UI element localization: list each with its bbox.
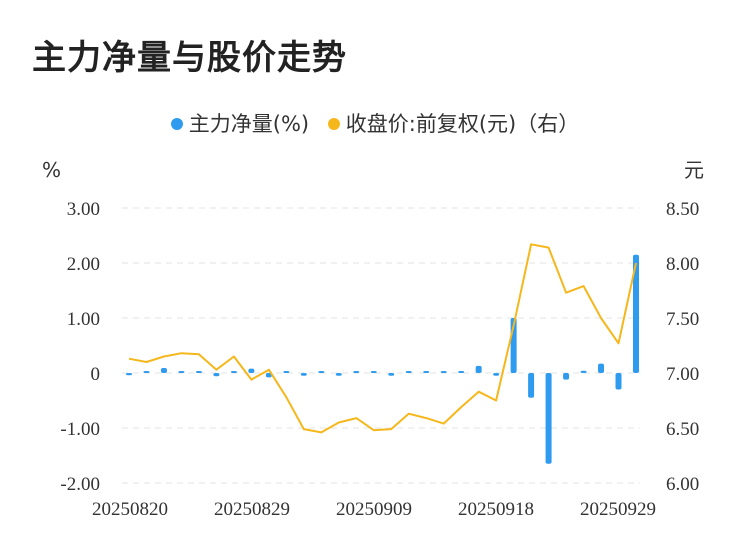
net-volume-bar[interactable] bbox=[143, 371, 150, 373]
chart-title: 主力净量与股价走势 bbox=[32, 38, 347, 78]
net-volume-bar[interactable] bbox=[440, 371, 447, 373]
net-volume-bar[interactable] bbox=[423, 371, 430, 373]
right-tick-label: 6.50 bbox=[666, 419, 699, 440]
right-axis-ticks: 8.50 8.00 7.50 7.00 6.50 6.00 bbox=[666, 199, 699, 495]
net-volume-bar[interactable] bbox=[475, 365, 482, 373]
x-axis-ticks: 20250820 20250829 20250909 20250918 20250929 bbox=[92, 499, 656, 520]
right-axis-unit: 元 bbox=[684, 158, 704, 182]
right-tick-label: 8.00 bbox=[666, 254, 699, 275]
net-volume-bars bbox=[126, 254, 639, 464]
net-volume-bar[interactable] bbox=[300, 373, 307, 376]
net-volume-bar[interactable] bbox=[265, 373, 272, 378]
net-volume-bar[interactable] bbox=[126, 373, 132, 376]
net-volume-bar[interactable] bbox=[230, 371, 237, 373]
left-tick-label: 2.00 bbox=[67, 254, 100, 275]
right-tick-label: 6.00 bbox=[666, 474, 699, 495]
right-tick-label: 8.50 bbox=[666, 199, 699, 220]
left-tick-label: -1.00 bbox=[60, 419, 100, 440]
legend-label-net-volume: 主力净量(%) bbox=[188, 112, 310, 136]
net-volume-bar[interactable] bbox=[633, 254, 639, 373]
left-tick-label: 1.00 bbox=[67, 309, 100, 330]
net-volume-bar[interactable] bbox=[563, 373, 570, 380]
net-volume-bar[interactable] bbox=[615, 373, 622, 390]
net-volume-bar[interactable] bbox=[248, 368, 255, 373]
right-tick-label: 7.50 bbox=[666, 309, 699, 330]
net-volume-bar[interactable] bbox=[598, 363, 605, 373]
left-axis-ticks: 3.00 2.00 1.00 0 -1.00 -2.00 bbox=[60, 199, 100, 495]
net-volume-bar[interactable] bbox=[580, 370, 587, 373]
left-tick-label: -2.00 bbox=[60, 474, 100, 495]
legend-label-close-price: 收盘价:前复权(元)（右） bbox=[345, 112, 580, 136]
net-volume-bar[interactable] bbox=[283, 371, 290, 373]
net-volume-bar[interactable] bbox=[178, 371, 185, 373]
net-volume-bar[interactable] bbox=[545, 373, 552, 464]
net-volume-bar[interactable] bbox=[493, 373, 500, 376]
right-tick-label: 7.00 bbox=[666, 364, 699, 385]
gridlines bbox=[122, 207, 640, 484]
close-price-line bbox=[128, 243, 637, 434]
legend: 主力净量(%) 收盘价:前复权(元)（右） bbox=[0, 108, 750, 138]
net-volume-bar[interactable] bbox=[458, 371, 465, 373]
net-volume-bar[interactable] bbox=[195, 371, 202, 373]
left-tick-label: 0 bbox=[91, 364, 101, 385]
legend-item-close-price[interactable]: 收盘价:前复权(元)（右） bbox=[327, 108, 580, 138]
x-tick-label: 20250829 bbox=[214, 499, 290, 520]
net-volume-bar[interactable] bbox=[405, 371, 412, 373]
net-volume-bar[interactable] bbox=[160, 368, 167, 373]
net-volume-bar[interactable] bbox=[388, 373, 395, 376]
legend-dot-net-volume bbox=[170, 118, 183, 130]
net-volume-bar[interactable] bbox=[335, 373, 342, 376]
net-volume-bar[interactable] bbox=[213, 373, 220, 377]
x-tick-label: 20250929 bbox=[580, 499, 656, 520]
net-volume-bar[interactable] bbox=[353, 371, 360, 373]
net-volume-bar[interactable] bbox=[370, 371, 377, 373]
x-tick-label: 20250918 bbox=[458, 499, 534, 520]
net-volume-bar[interactable] bbox=[318, 371, 325, 373]
net-volume-bar[interactable] bbox=[528, 373, 535, 398]
left-axis-unit: % bbox=[42, 158, 61, 182]
x-tick-label: 20250820 bbox=[92, 499, 168, 520]
left-tick-label: 3.00 bbox=[67, 199, 100, 220]
legend-dot-close-price bbox=[327, 118, 340, 130]
legend-item-net-volume[interactable]: 主力净量(%) bbox=[170, 108, 310, 138]
x-tick-label: 20250909 bbox=[336, 499, 412, 520]
